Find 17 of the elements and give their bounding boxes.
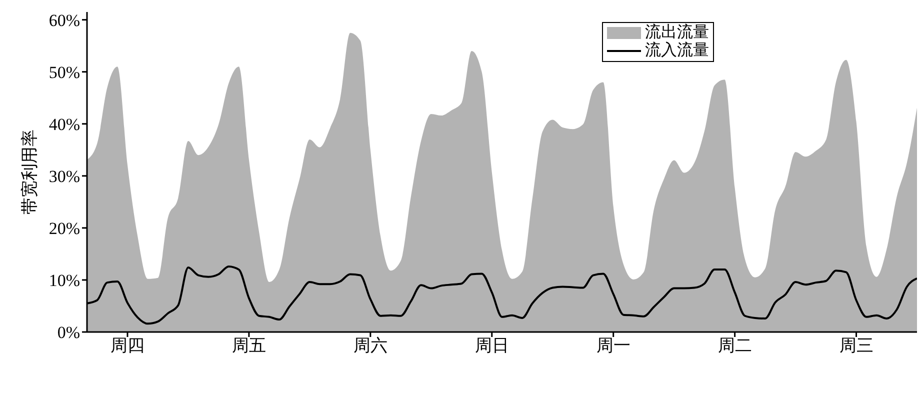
x-tick-label: 周二: [718, 336, 752, 356]
y-axis-title: 带宽利用率: [20, 130, 40, 214]
x-tick-label: 周日: [474, 336, 509, 356]
y-tick-label: 20%: [48, 218, 80, 238]
x-tick-label: 周四: [110, 336, 144, 356]
x-tick-label: 周三: [839, 336, 874, 356]
legend-label: 流出流量: [645, 24, 709, 42]
x-tick-label: 周六: [353, 336, 388, 356]
x-tick-label: 周五: [232, 336, 266, 356]
legend-label: 流入流量: [645, 42, 709, 60]
y-tick-label: 30%: [48, 166, 80, 186]
y-tick-label: 0%: [57, 323, 80, 342]
y-tick-label: 10%: [48, 271, 80, 290]
x-tick-label: 周一: [596, 336, 630, 356]
y-tick-label: 50%: [48, 62, 80, 82]
y-tick-label: 40%: [48, 114, 80, 134]
y-tick-label: 60%: [48, 10, 80, 30]
